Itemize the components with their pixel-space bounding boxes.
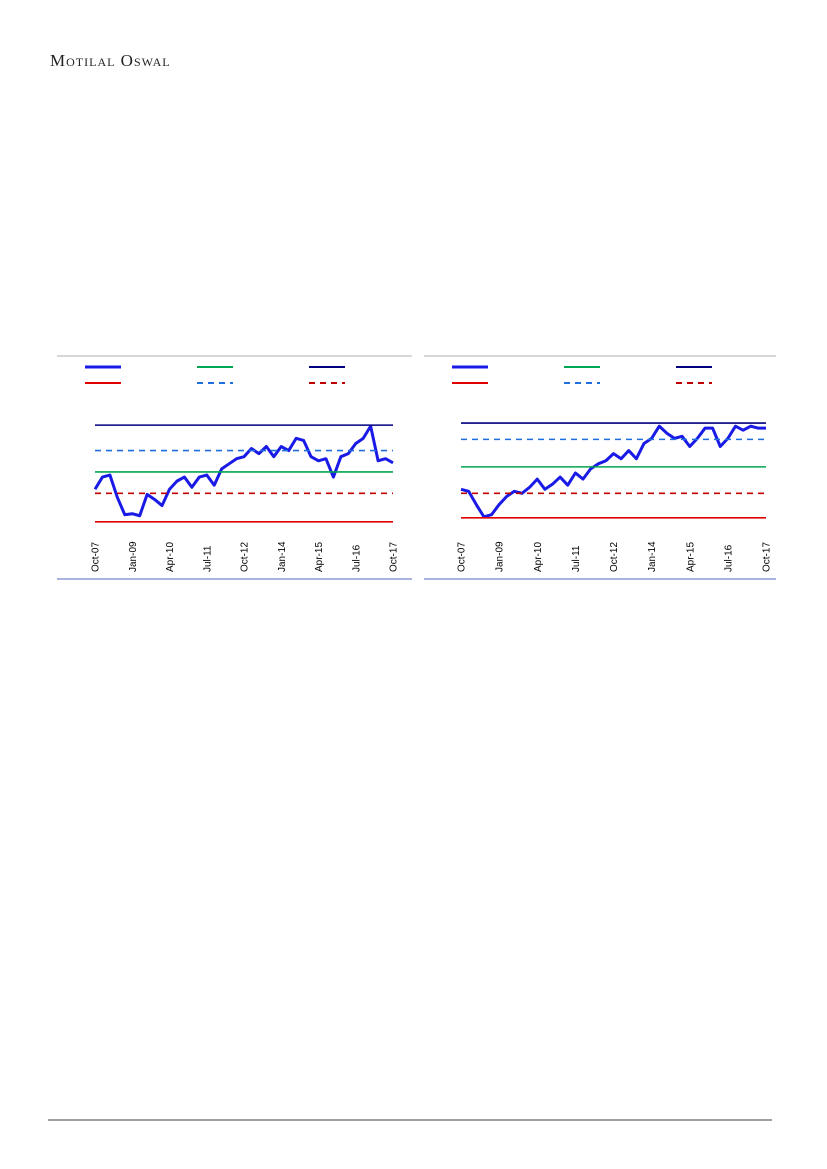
series-line bbox=[460, 424, 766, 519]
x-tick-label: Apr-15 bbox=[685, 542, 696, 572]
x-tick-label: Oct-07 bbox=[457, 542, 468, 572]
series-line bbox=[93, 424, 394, 518]
x-tick-label: Apr-10 bbox=[533, 542, 544, 572]
brand: Motilal Oswal bbox=[50, 51, 171, 70]
x-tick-label: Oct-12 bbox=[609, 542, 620, 572]
x-tick-label: Oct-17 bbox=[389, 542, 400, 572]
x-tick-label: Apr-10 bbox=[165, 542, 176, 572]
x-tick-label: Jul-11 bbox=[571, 545, 582, 572]
x-tick-label: Jan-09 bbox=[495, 541, 506, 572]
x-tick-label: Apr-15 bbox=[314, 542, 325, 572]
x-tick-label: Jan-14 bbox=[277, 541, 288, 572]
x-tick-label: Oct-17 bbox=[762, 542, 773, 572]
x-tick-label: Oct-07 bbox=[91, 542, 102, 572]
x-tick-label: Jan-09 bbox=[128, 541, 139, 572]
x-tick-label: Jan-14 bbox=[647, 541, 658, 572]
x-tick-label: Jul-16 bbox=[723, 544, 734, 572]
x-tick-label: Oct-12 bbox=[240, 542, 251, 572]
x-tick-label: Jul-11 bbox=[202, 545, 213, 572]
x-tick-label: Jul-16 bbox=[351, 544, 362, 572]
